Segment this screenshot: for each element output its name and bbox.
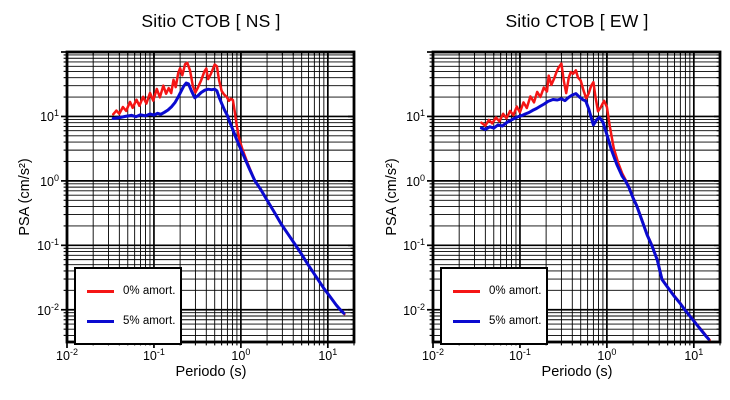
plot-ns-yaxis-label: PSA (cm/s²) xyxy=(17,158,33,236)
x-tick-label: 100 xyxy=(597,347,617,363)
x-tick-label: 100 xyxy=(231,347,251,363)
y-tick-label: 10-2 xyxy=(403,301,425,318)
x-tick-label: 10-1 xyxy=(142,347,165,363)
x-tick-label: 10-2 xyxy=(422,347,444,363)
y-tick-label: 10-2 xyxy=(37,301,59,318)
legend-entry: 5% amort. xyxy=(442,306,546,336)
y-tick-label: 101 xyxy=(40,108,59,125)
y-tick-label: 101 xyxy=(406,108,425,125)
plot-frame xyxy=(65,50,356,344)
plot-frame xyxy=(431,50,722,344)
legend-entry: 0% amort. xyxy=(442,276,546,306)
y-tick-label: 10-1 xyxy=(37,237,59,254)
x-tick-label: 10-1 xyxy=(508,347,531,363)
x-tick-label: 10-2 xyxy=(56,347,78,363)
legend-line-sample-blue xyxy=(87,319,114,323)
legend-line-sample-red xyxy=(87,289,114,293)
plot-ns-title: Sitio CTOB [ NS ] xyxy=(141,11,281,31)
legend-label: 5% amort. xyxy=(123,315,176,327)
legend-label: 0% amort. xyxy=(123,285,176,297)
legend-label: 0% amort. xyxy=(489,285,542,297)
legend-label: 5% amort. xyxy=(489,315,542,327)
x-tick-label: 101 xyxy=(684,347,704,363)
legend-line-sample-red xyxy=(453,289,480,293)
plot-ns-xaxis-label: Periodo (s) xyxy=(175,364,247,380)
y-tick-label: 10-1 xyxy=(403,237,425,254)
legend-line-sample-blue xyxy=(453,319,480,323)
legend-entry: 5% amort. xyxy=(76,306,180,336)
legend-ew: 0% amort. 5% amort. xyxy=(440,267,548,345)
legend-ns: 0% amort. 5% amort. xyxy=(74,267,182,345)
curve-5pct-ns xyxy=(111,81,346,315)
plot-ew-yaxis-label: PSA (cm/s²) xyxy=(384,158,400,236)
curve-5pct-ew xyxy=(479,92,711,341)
y-tick-label: 100 xyxy=(40,172,59,189)
legend-entry: 0% amort. xyxy=(76,276,180,306)
plot-ew-xaxis-label: Periodo (s) xyxy=(541,364,613,380)
x-tick-label: 101 xyxy=(318,347,338,363)
y-tick-label: 100 xyxy=(406,172,425,189)
plot-ew-title: Sitio CTOB [ EW ] xyxy=(505,11,649,31)
